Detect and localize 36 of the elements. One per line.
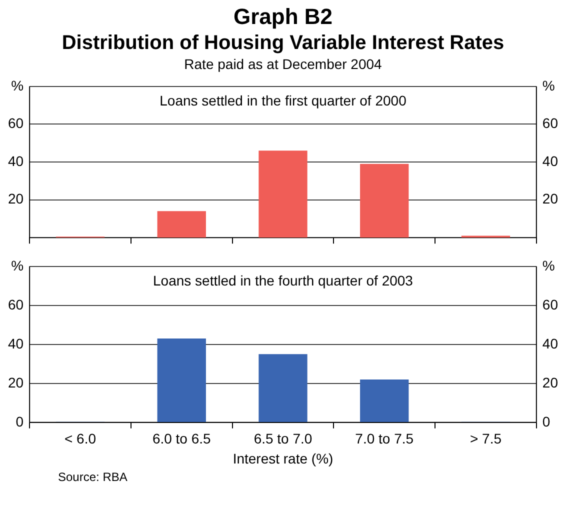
y-tick-label: 60 — [8, 115, 24, 132]
y-tick-label: 20 — [8, 374, 24, 390]
y-tick-label: 40 — [8, 152, 24, 169]
y2-tick-label: 40 — [542, 152, 558, 169]
annotation: Loans settled in the fourth quarter of 2003 — [153, 272, 414, 288]
y2-tick-label: % — [542, 77, 555, 94]
bar — [157, 338, 206, 422]
y-tick-label: 20 — [8, 190, 24, 207]
x-tick-label: 6.0 to 6.5 — [152, 430, 212, 447]
chart-title: Distribution of Housing Variable Interest Rates — [60, 32, 506, 56]
y2-tick-label: 40 — [542, 335, 558, 352]
annotation: Loans settled in the first quarter of 2000 — [160, 92, 407, 108]
x-tick-label: 6.5 to 7.0 — [254, 430, 312, 447]
y-tick-label: 40 — [8, 335, 24, 352]
y-tick-label: % — [11, 257, 24, 274]
y2-tick-label: % — [542, 257, 555, 274]
chart-subtitle: Rate paid as at December 2004 — [183, 56, 383, 72]
y-tick-label: 0 — [16, 413, 24, 430]
y2-tick-label: 0 — [542, 413, 550, 430]
x-tick-label: 7.0 to 7.5 — [355, 430, 414, 447]
x-tick-label: < 6.0 — [64, 430, 96, 447]
bar — [157, 211, 206, 238]
y2-tick-label: 20 — [542, 374, 558, 390]
y2-tick-label: 60 — [542, 115, 558, 132]
bar — [258, 150, 308, 238]
y-tick-label: % — [11, 77, 24, 94]
y2-tick-label: 20 — [542, 190, 558, 207]
caption: Graph B2 — [232, 4, 334, 31]
y2-tick-label: 60 — [542, 296, 558, 312]
bar — [258, 354, 308, 422]
y-tick-label: 60 — [8, 296, 24, 312]
x-tick-label: > 7.5 — [470, 430, 502, 447]
x-axis-title: Interest rate (%) — [232, 450, 334, 466]
bar — [360, 380, 409, 422]
bar — [360, 164, 409, 238]
source-note: Source: RBA — [58, 470, 128, 484]
